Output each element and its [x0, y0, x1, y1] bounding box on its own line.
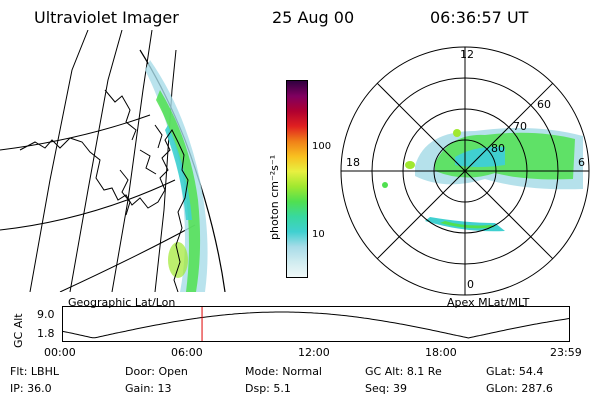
polar-grid	[340, 46, 590, 296]
lat-label-80: 80	[491, 142, 505, 155]
altitude-xtick-3: 18:00	[425, 346, 457, 359]
polar-aurora	[382, 127, 583, 232]
info-gc-alt: GC Alt: 8.1 Re	[365, 365, 442, 378]
altitude-ytick-low: 1.8	[37, 327, 55, 340]
geographic-label: Geographic Lat/Lon	[68, 296, 176, 309]
altitude-xtick-0: 00:00	[44, 346, 76, 359]
altitude-xtick-4: 23:59	[550, 346, 582, 359]
info-gain: Gain: 13	[125, 382, 172, 395]
info-seq: Seq: 39	[365, 382, 407, 395]
polar-plot	[340, 46, 590, 296]
colorbar-tick-10: 10	[312, 229, 325, 240]
date-label: 25 Aug 00	[272, 8, 355, 27]
altitude-curve	[62, 311, 570, 339]
info-glat: GLat: 54.4	[486, 365, 544, 378]
mlt-label-bottom: 0	[467, 278, 474, 291]
time-label: 06:36:57 UT	[430, 8, 529, 27]
altitude-xtick-2: 12:00	[298, 346, 330, 359]
geo-aurora	[145, 60, 208, 292]
colorbar-tick-100: 100	[312, 141, 332, 152]
altitude-xtick-1: 06:00	[171, 346, 203, 359]
altitude-ylabel: GC Alt	[12, 313, 25, 348]
mlt-label-right: 6	[578, 156, 585, 169]
colorbar-label: photon cm⁻²s⁻¹	[268, 154, 281, 240]
instrument-title: Ultraviolet Imager	[34, 8, 179, 27]
altitude-plot	[62, 306, 570, 342]
geo-grid	[0, 30, 226, 292]
info-dsp: Dsp: 5.1	[245, 382, 291, 395]
geographic-map	[0, 30, 226, 292]
altitude-ytick-high: 9.0	[37, 308, 55, 321]
lat-label-70: 70	[513, 120, 527, 133]
info-flt: Flt: LBHL	[10, 365, 59, 378]
apex-label: Apex MLat/MLT	[447, 296, 530, 309]
coastlines	[19, 89, 189, 292]
mlt-label-left: 18	[346, 156, 360, 169]
info-mode: Mode: Normal	[245, 365, 322, 378]
lat-label-60: 60	[537, 98, 551, 111]
mlt-label-top: 12	[460, 48, 474, 61]
colorbar-gradient	[287, 81, 307, 277]
info-ip: IP: 36.0	[10, 382, 52, 395]
info-glon: GLon: 287.6	[486, 382, 553, 395]
colorbar	[286, 80, 308, 278]
info-door: Door: Open	[125, 365, 188, 378]
